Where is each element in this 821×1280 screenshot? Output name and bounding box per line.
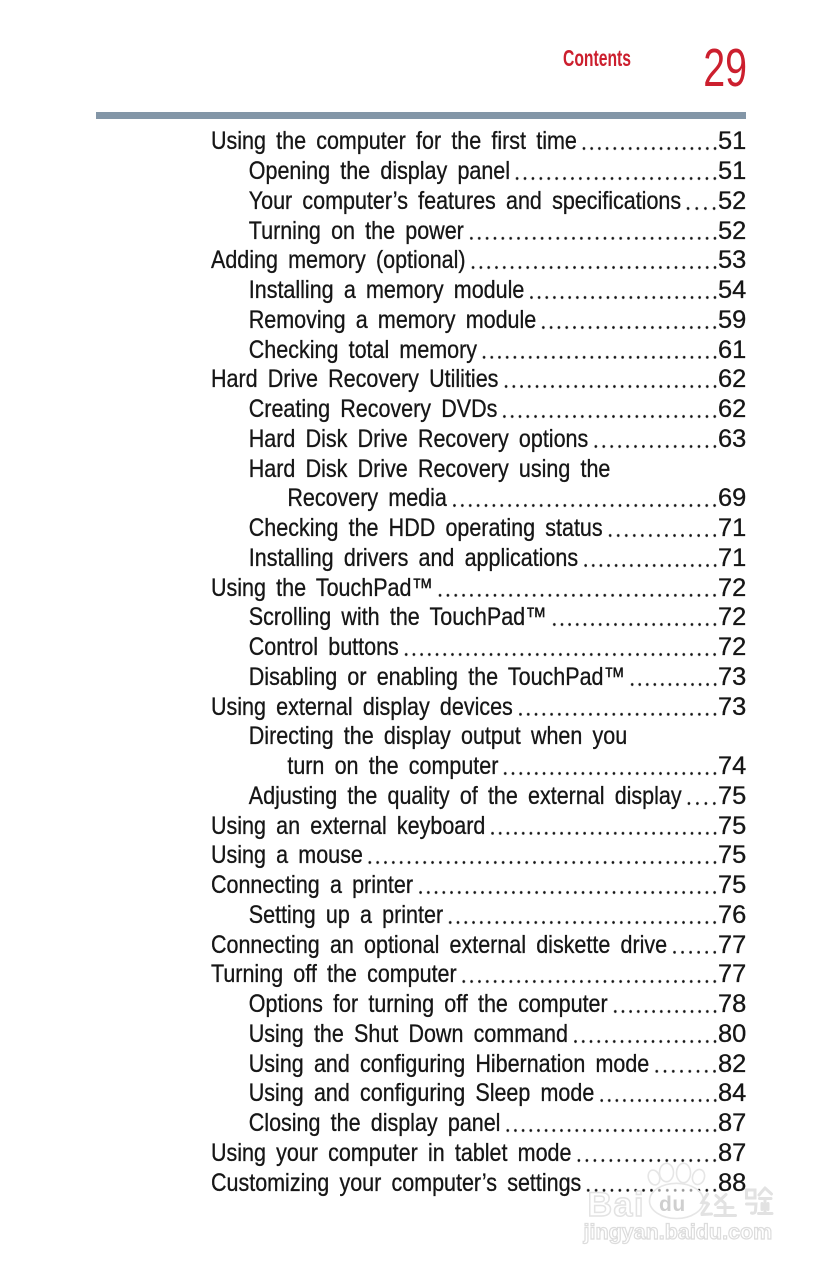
- svg-text:Bai: Bai: [588, 1186, 645, 1224]
- svg-text:du: du: [659, 1193, 686, 1216]
- svg-text:jingyan.baidu.com: jingyan.baidu.com: [583, 1220, 773, 1244]
